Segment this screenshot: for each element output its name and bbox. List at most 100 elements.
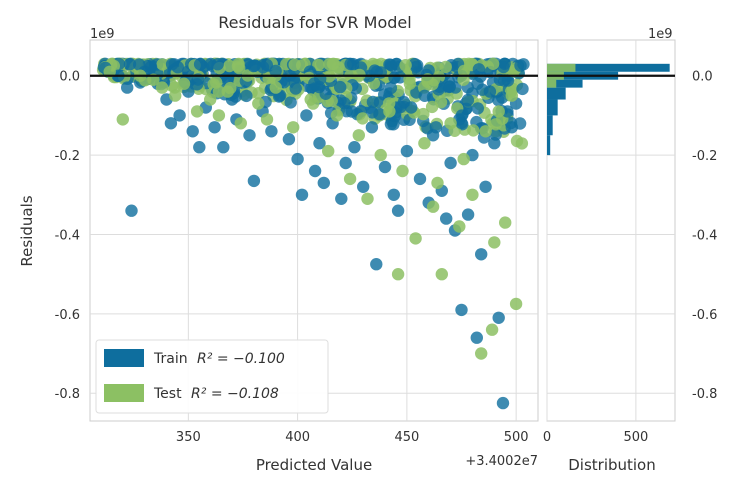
test-point <box>409 232 422 245</box>
test-dense-point <box>399 58 412 72</box>
train-dense-point <box>514 59 527 72</box>
test-dense-point <box>403 77 417 90</box>
train-point <box>505 121 518 134</box>
test-dense-point <box>439 60 452 74</box>
train-dense-point <box>247 59 260 73</box>
test-point <box>391 268 405 281</box>
test-point <box>505 89 518 102</box>
legend-r2-train: R² = −0.100 <box>197 351 285 367</box>
x-tick-labels: 350 400 450 500 <box>176 430 529 445</box>
train-point <box>300 109 313 122</box>
test-point <box>431 176 444 190</box>
test-point <box>190 105 204 118</box>
train-point <box>400 144 414 158</box>
legend-prefix-test: Test <box>153 386 182 402</box>
test-point <box>383 105 396 118</box>
train-point <box>492 311 505 324</box>
main-points <box>90 57 538 410</box>
train-point <box>378 160 392 174</box>
test-dense-point <box>326 57 340 71</box>
test-dense-point <box>510 134 524 148</box>
train-dense-point <box>516 82 529 96</box>
dist-y-multiplier-label: 1e9 <box>648 27 673 42</box>
train-point <box>291 152 304 166</box>
train-point <box>125 204 138 217</box>
x-tick-label: 350 <box>176 430 201 445</box>
test-point <box>485 323 499 336</box>
train-dense-point <box>366 95 380 109</box>
train-point <box>479 180 492 193</box>
train-point <box>164 117 178 130</box>
dense-residual-band <box>96 57 530 150</box>
test-dense-point <box>467 124 480 137</box>
y-tick-label: -0.4 <box>55 228 80 243</box>
train-dense-point <box>269 64 282 78</box>
train-point <box>413 172 427 186</box>
test-point <box>204 93 217 106</box>
x-tick-label: 500 <box>504 430 529 445</box>
train-point <box>348 141 361 154</box>
train-point <box>282 133 296 146</box>
train-point <box>247 174 261 188</box>
distribution-plot-area <box>546 39 676 422</box>
test-point <box>322 144 335 158</box>
train-dense-point <box>349 82 362 95</box>
train-dense-point <box>211 57 224 71</box>
test-point <box>177 77 191 90</box>
x-axis-label: Predicted Value <box>256 456 372 474</box>
train-point <box>208 121 221 134</box>
train-dense-point <box>338 97 351 110</box>
test-dense-point <box>212 85 226 98</box>
test-dense-point <box>288 58 301 71</box>
train-dense-point <box>497 60 510 74</box>
train-dist-bar <box>547 79 583 88</box>
test-point <box>444 117 457 130</box>
legend-swatch-test <box>104 384 144 402</box>
train-point <box>496 396 510 410</box>
train-point <box>483 85 497 98</box>
legend-box <box>95 339 329 414</box>
test-point <box>304 93 317 106</box>
test-dense-point <box>231 60 245 73</box>
train-point <box>470 331 483 344</box>
train-dense-point <box>443 80 456 94</box>
test-point <box>252 97 265 110</box>
x-tick-label: 450 <box>394 430 419 445</box>
test-point <box>287 121 300 134</box>
train-dist-bar <box>547 115 553 136</box>
train-point <box>387 188 400 201</box>
train-point <box>444 156 457 170</box>
y-tick-label: -0.8 <box>55 387 80 402</box>
train-dense-point <box>334 80 347 94</box>
train-point <box>426 129 440 142</box>
train-dense-point <box>284 96 297 109</box>
train-dense-point <box>256 60 270 74</box>
test-point <box>466 188 479 201</box>
legend-swatch-train <box>104 349 144 367</box>
dist-y-tick-label: 0.0 <box>692 70 713 85</box>
test-point <box>396 164 409 178</box>
legend-r2-test: R² = −0.108 <box>191 386 279 402</box>
train-dense-point <box>471 102 484 115</box>
dist-x-tick-label: 500 <box>623 430 648 445</box>
train-dist-bar <box>547 135 551 156</box>
test-point <box>212 109 226 122</box>
test-point <box>234 117 247 130</box>
test-point <box>361 192 374 205</box>
y-tick-label: 0.0 <box>59 70 80 85</box>
test-dense-point <box>312 58 325 72</box>
train-dense-point <box>498 74 511 87</box>
train-dense-point <box>408 57 421 71</box>
train-dense-point <box>472 63 486 76</box>
train-point <box>501 105 514 118</box>
train-point <box>308 164 322 178</box>
test-dense-point <box>486 57 500 70</box>
legend: Train R² = −0.100 Test R² = −0.108 <box>95 339 329 414</box>
train-dense-point <box>373 107 386 121</box>
legend-prefix-train: Train <box>153 351 188 367</box>
test-dense-point <box>156 58 169 71</box>
train-dist-bar <box>547 87 566 100</box>
test-point <box>343 172 357 186</box>
train-point <box>461 208 475 221</box>
train-point <box>391 204 405 217</box>
